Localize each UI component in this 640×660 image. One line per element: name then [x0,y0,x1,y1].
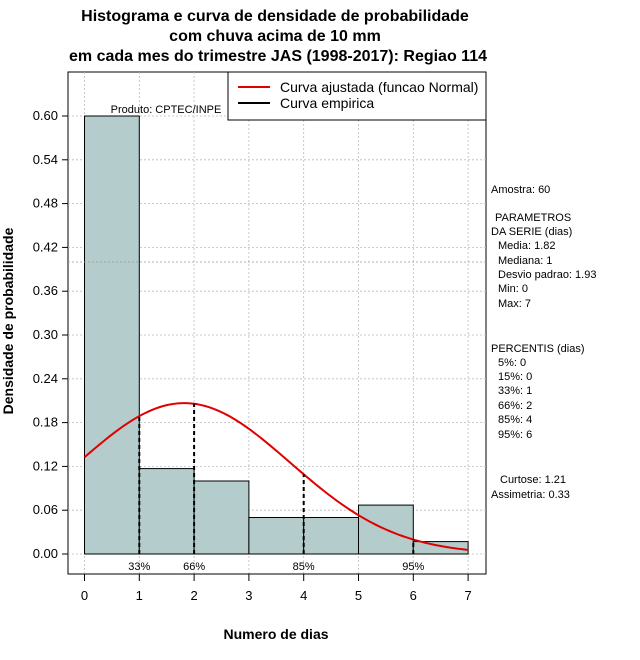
x-tick-label: 2 [190,588,197,603]
stats-max: Max: 7 [498,298,531,310]
legend: Curva ajustada (funcao Normal) Curva emp… [227,71,487,121]
x-tick-label: 1 [136,588,143,603]
x-axis-title: Numero de dias [223,626,328,642]
chart-title-line-3: em cada mes do trimestre JAS (1998-2017)… [69,48,487,65]
normal-fit-curve [83,402,469,551]
product-label: Produto: CPTEC/INPE [111,104,222,116]
stats-p66: 66%: 2 [498,400,532,412]
x-tick-label: 7 [464,588,471,603]
y-tick-label: 0.12 [33,458,58,473]
curve-layer [83,402,469,551]
histogram-bar [248,517,305,555]
stats-mean: Media: 1.82 [498,240,555,252]
y-tick-label: 0.48 [33,196,58,211]
y-tick-label: 0.06 [33,502,58,517]
x-tick-label: 3 [245,588,252,603]
stats-min: Min: 0 [498,283,528,295]
x-tick-label: 5 [355,588,362,603]
y-tick-label: 0.00 [33,546,58,561]
percentile-marker-label: 33% [128,561,150,573]
legend-label-empirical: Curva empirica [280,95,374,111]
stats-skewness: Assimetria: 0.33 [491,489,570,501]
stats-panel: Amostra: 60 PARAMETROS DA SERIE (dias) M… [491,184,596,501]
y-tick-label: 0.54 [33,152,58,167]
histogram-bar [303,517,360,555]
stats-stddev: Desvio padrao: 1.93 [498,269,596,281]
stats-sample: Amostra: 60 [491,184,550,196]
percentile-marker-label: 95% [402,561,424,573]
x-tick-label: 6 [410,588,417,603]
histogram-bar [412,541,469,555]
chart-title-line-1: Histograma e curva de densidade de proba… [81,8,469,25]
y-tick-label: 0.60 [33,108,58,123]
x-tick-label: 4 [300,588,307,603]
stats-p33: 33%: 1 [498,385,532,397]
y-tick-label: 0.24 [33,371,58,386]
y-tick-label: 0.30 [33,327,58,342]
histogram-bar [84,115,140,555]
stats-p15: 15%: 0 [498,371,532,383]
stats-params-title-1: PARAMETROS [495,212,571,224]
y-tick-label: 0.18 [33,415,58,430]
histogram-bar [138,468,195,555]
bars-layer [84,115,469,555]
chart-title-line-2: com chuva acima de 10 mm [169,28,381,45]
stats-p85: 85%: 4 [498,414,532,426]
percentile-markers-layer: 33% 66% 85% 95% [128,403,425,573]
y-tick-label: 0.42 [33,239,58,254]
histogram-bar [193,480,250,555]
axes-layer: 0 1 2 3 4 5 6 7 0.00 0.06 0.12 0.18 0.24 0.30 0.36 0.42… [33,108,472,603]
stats-p95: 95%: 6 [498,429,532,441]
y-tick-label: 0.36 [33,283,58,298]
y-axis-title: Densidade de probabilidade [0,227,16,414]
stats-kurtosis: Curtose: 1.21 [500,474,566,486]
x-tick-label: 0 [81,588,88,603]
stats-median: Mediana: 1 [498,255,552,267]
legend-label-normal: Curva ajustada (funcao Normal) [280,79,478,95]
percentile-marker-label: 66% [183,561,205,573]
legend-box [227,71,487,121]
stats-p5: 5%: 0 [498,357,526,369]
stats-params-title-2: DA SERIE (dias) [491,226,572,238]
stats-percentiles-title: PERCENTIS (dias) [491,343,585,355]
percentile-marker-label: 85% [293,561,315,573]
